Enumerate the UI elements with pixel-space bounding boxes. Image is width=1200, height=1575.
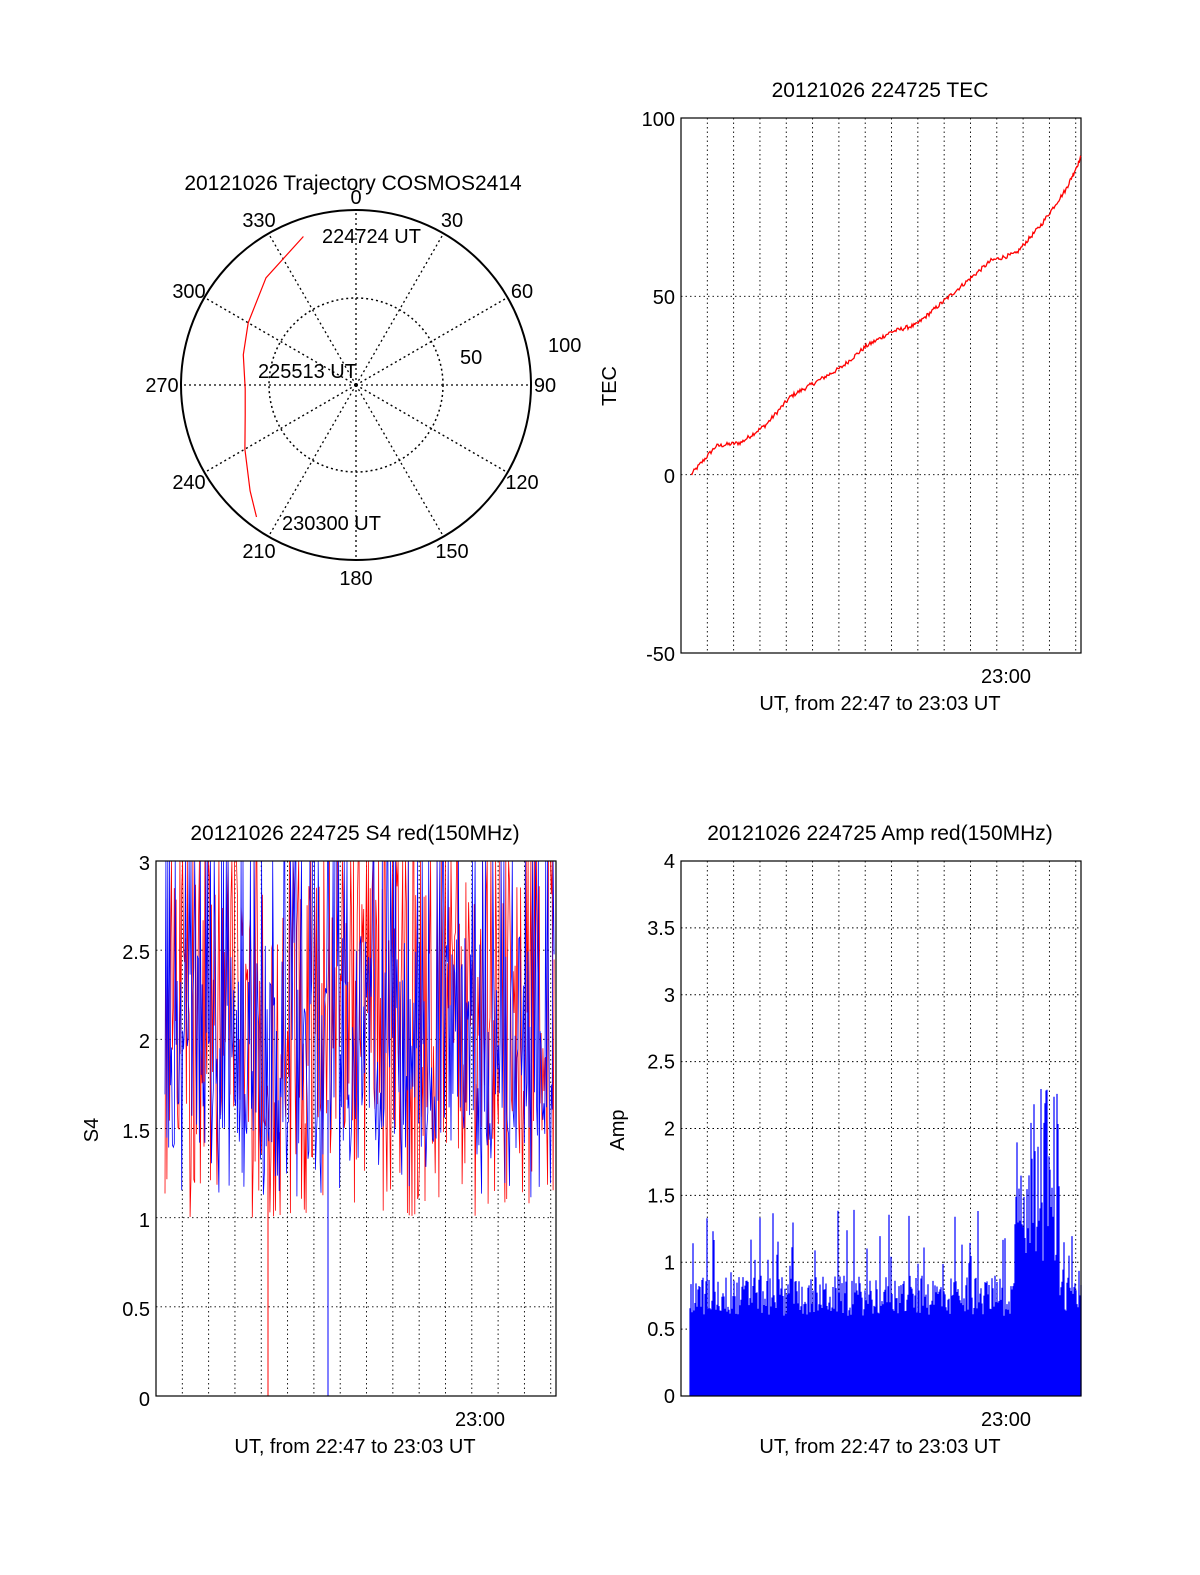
polar-mid-label: 225513 UT xyxy=(258,361,357,383)
s4-ytick-label: 3 xyxy=(139,853,150,875)
amp-ytick-label: 0 xyxy=(664,1386,675,1408)
s4-ytick-label: 2 xyxy=(139,1031,150,1053)
tec-ytick--50: -50 xyxy=(646,644,675,666)
polar-azimuth-label: 270 xyxy=(145,375,178,397)
s4-ytick-labels: 3 2.5 2 1.5 1 0.5 0 xyxy=(122,853,150,1411)
s4-title: 20121026 224725 S4 red(150MHz) xyxy=(190,822,519,845)
polar-end-label: 230300 UT xyxy=(282,513,381,535)
amp-ytick-label: 2 xyxy=(664,1119,675,1141)
polar-spoke xyxy=(355,233,445,386)
polar-spoke xyxy=(355,296,508,386)
s4-plot: 20121026 224725 S4 red(150MHz) 3 2.5 2 1.5 1… xyxy=(81,822,557,1458)
series-line xyxy=(164,860,555,1198)
s4-ytick-label: 2.5 xyxy=(122,942,150,964)
s4-ytick-label: 0 xyxy=(139,1389,150,1411)
polar-spoke xyxy=(355,384,508,474)
amp-xlabel: UT, from 22:47 to 23:03 UT xyxy=(759,1436,1000,1458)
amp-ytick-labels: 4 3.5 3 2.5 2 1.5 1 0.5 0 xyxy=(647,851,675,1408)
s4-series-blue xyxy=(164,860,555,1396)
polar-spoke xyxy=(204,296,357,386)
polar-azimuth-label: 240 xyxy=(172,472,205,494)
s4-ylabel: S4 xyxy=(81,1118,103,1142)
amp-ytick-label: 4 xyxy=(664,851,675,873)
polar-azimuth-label: 60 xyxy=(511,281,533,303)
polar-spokes xyxy=(181,210,531,560)
tec-grid xyxy=(681,118,1081,653)
amp-ytick-label: 3 xyxy=(664,985,675,1007)
polar-start-label: 224724 UT xyxy=(322,226,421,248)
amp-bar-fill xyxy=(690,1322,1081,1396)
amp-ytick-label: 0.5 xyxy=(647,1319,675,1341)
amp-ytick-label: 3.5 xyxy=(647,918,675,940)
tec-xtick-2300: 23:00 xyxy=(981,666,1031,688)
polar-spoke xyxy=(204,384,357,474)
tec-xlabel: UT, from 22:47 to 23:03 UT xyxy=(759,693,1000,715)
amp-ytick-label: 2.5 xyxy=(647,1052,675,1074)
s4-frame xyxy=(155,860,557,1397)
s4-ytick-label: 0.5 xyxy=(122,1299,150,1321)
tec-frame xyxy=(680,117,1082,654)
polar-azimuth-label: 120 xyxy=(505,472,538,494)
polar-radial-label-50: 50 xyxy=(460,347,482,369)
tec-ylabel: TEC xyxy=(599,366,621,406)
polar-azimuth-label: 300 xyxy=(172,281,205,303)
polar-trajectory-line xyxy=(242,236,304,518)
polar-azimuth-label: 30 xyxy=(441,210,463,232)
amp-plot: 20121026 224725 Amp red(150MHz) 4 3.5 3 2.5… xyxy=(607,822,1082,1458)
tec-series-line xyxy=(690,155,1082,476)
polar-plot: 20121026 Trajectory COSMOS2414 0 30 60 90 12… xyxy=(145,172,581,590)
polar-title: 20121026 Trajectory COSMOS2414 xyxy=(184,172,522,195)
polar-azimuth-label: 210 xyxy=(242,541,275,563)
polar-azimuth-label: 330 xyxy=(242,210,275,232)
amp-xtick-2300: 23:00 xyxy=(981,1409,1031,1431)
polar-outer-circle xyxy=(180,209,532,561)
tec-ytick-50: 50 xyxy=(653,287,675,309)
s4-ytick-label: 1 xyxy=(139,1210,150,1232)
polar-spoke xyxy=(355,384,445,537)
amp-series-blue xyxy=(689,1089,1082,1396)
polar-radial-label-100: 100 xyxy=(548,335,581,357)
tec-title: 20121026 224725 TEC xyxy=(772,79,989,102)
s4-xtick-2300: 23:00 xyxy=(455,1409,505,1431)
amp-frame xyxy=(680,860,1082,1397)
amp-ytick-label: 1 xyxy=(664,1252,675,1274)
tec-ytick-100: 100 xyxy=(642,109,675,131)
polar-azimuth-label: 0 xyxy=(350,187,361,209)
tec-ytick-0: 0 xyxy=(664,466,675,488)
polar-azimuth-label: 150 xyxy=(435,541,468,563)
s4-xlabel: UT, from 22:47 to 23:03 UT xyxy=(234,1436,475,1458)
amp-ylabel: Amp xyxy=(607,1109,629,1150)
polar-spoke xyxy=(267,384,357,537)
amp-title: 20121026 224725 Amp red(150MHz) xyxy=(707,822,1053,845)
amp-ytick-label: 1.5 xyxy=(647,1185,675,1207)
polar-azimuth-labels: 0 30 60 90 120 150 180 210 240 270 300 330 xyxy=(145,187,556,590)
polar-azimuth-label: 180 xyxy=(339,568,372,590)
s4-ytick-label: 1.5 xyxy=(122,1121,150,1143)
polar-azimuth-label: 90 xyxy=(534,375,556,397)
tec-plot: 20121026 224725 TEC 100 50 0 -50 23:00 U… xyxy=(599,79,1082,715)
